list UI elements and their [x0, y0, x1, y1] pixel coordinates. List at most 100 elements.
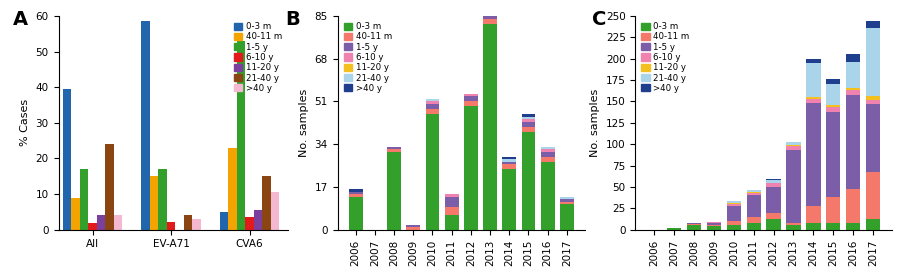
Bar: [826, 84, 841, 105]
Bar: [826, 197, 841, 223]
Bar: [726, 204, 741, 206]
Bar: [105, 144, 114, 230]
Bar: [806, 63, 821, 97]
Bar: [687, 225, 701, 230]
Bar: [787, 225, 801, 230]
Bar: [426, 101, 439, 104]
Bar: [826, 79, 841, 84]
Bar: [349, 192, 363, 194]
Bar: [806, 223, 821, 230]
Bar: [806, 97, 821, 99]
Bar: [502, 157, 517, 159]
Bar: [387, 147, 401, 149]
Bar: [667, 228, 681, 230]
Bar: [866, 219, 880, 230]
Bar: [746, 195, 760, 217]
Bar: [687, 223, 701, 225]
Bar: [464, 94, 478, 96]
Bar: [726, 201, 741, 203]
Bar: [502, 164, 517, 169]
Bar: [706, 223, 721, 225]
Bar: [706, 222, 721, 223]
Bar: [560, 202, 574, 205]
Bar: [746, 192, 760, 193]
Bar: [521, 114, 535, 116]
Bar: [426, 104, 439, 109]
Bar: [88, 222, 97, 230]
Bar: [541, 162, 554, 230]
Bar: [541, 149, 554, 152]
Bar: [746, 193, 760, 195]
Bar: [726, 221, 741, 225]
Bar: [806, 99, 821, 103]
Bar: [271, 192, 280, 230]
Bar: [63, 89, 71, 230]
Bar: [246, 217, 254, 230]
Bar: [445, 215, 459, 230]
Bar: [184, 215, 193, 230]
Bar: [767, 180, 781, 183]
Bar: [502, 169, 517, 230]
Bar: [114, 215, 122, 230]
Bar: [826, 107, 841, 112]
Bar: [71, 198, 80, 230]
Bar: [263, 176, 271, 230]
Bar: [445, 207, 459, 215]
Bar: [483, 23, 497, 230]
Bar: [826, 223, 841, 230]
Bar: [220, 212, 229, 230]
Bar: [767, 179, 781, 180]
Bar: [706, 226, 721, 230]
Bar: [746, 190, 760, 192]
Bar: [787, 145, 801, 146]
Bar: [445, 194, 459, 197]
Bar: [787, 143, 801, 145]
Bar: [846, 62, 860, 88]
Bar: [787, 146, 801, 150]
Bar: [866, 28, 880, 96]
Bar: [787, 223, 801, 225]
Bar: [767, 219, 781, 230]
Y-axis label: No. samples: No. samples: [299, 89, 309, 157]
Bar: [349, 197, 363, 230]
Text: C: C: [592, 10, 607, 29]
Bar: [806, 59, 821, 63]
Bar: [806, 206, 821, 223]
Bar: [787, 142, 801, 143]
Bar: [193, 219, 201, 230]
Bar: [502, 159, 517, 162]
Bar: [846, 223, 860, 230]
Bar: [166, 222, 176, 230]
Bar: [726, 225, 741, 230]
Bar: [149, 176, 158, 230]
Bar: [846, 90, 860, 95]
Bar: [746, 223, 760, 230]
Bar: [387, 149, 401, 152]
Bar: [826, 105, 841, 107]
Bar: [406, 225, 420, 227]
Bar: [521, 119, 535, 121]
Bar: [846, 189, 860, 223]
Text: B: B: [285, 10, 301, 29]
Bar: [349, 189, 363, 192]
Bar: [464, 101, 478, 107]
Y-axis label: No. samples: No. samples: [590, 89, 600, 157]
Bar: [97, 215, 105, 230]
Bar: [158, 169, 166, 230]
Bar: [426, 109, 439, 114]
Legend: 0-3 m, 40-11 m, 1-5 y, 6-10 y, 11-20 y, 21-40 y, >40 y: 0-3 m, 40-11 m, 1-5 y, 6-10 y, 11-20 y, …: [640, 20, 691, 95]
Bar: [541, 157, 554, 162]
Bar: [521, 121, 535, 127]
Bar: [541, 152, 554, 157]
Bar: [541, 147, 554, 149]
Bar: [846, 95, 860, 189]
Bar: [726, 203, 741, 204]
Legend: 0-3 m, 40-11 m, 1-5 y, 6-10 y, 11-20 y, 21-40 y, >40 y: 0-3 m, 40-11 m, 1-5 y, 6-10 y, 11-20 y, …: [342, 20, 393, 95]
Bar: [826, 112, 841, 197]
Bar: [521, 132, 535, 230]
Bar: [483, 9, 497, 11]
Bar: [349, 194, 363, 197]
Bar: [445, 197, 459, 207]
Bar: [866, 21, 880, 28]
Bar: [464, 107, 478, 230]
